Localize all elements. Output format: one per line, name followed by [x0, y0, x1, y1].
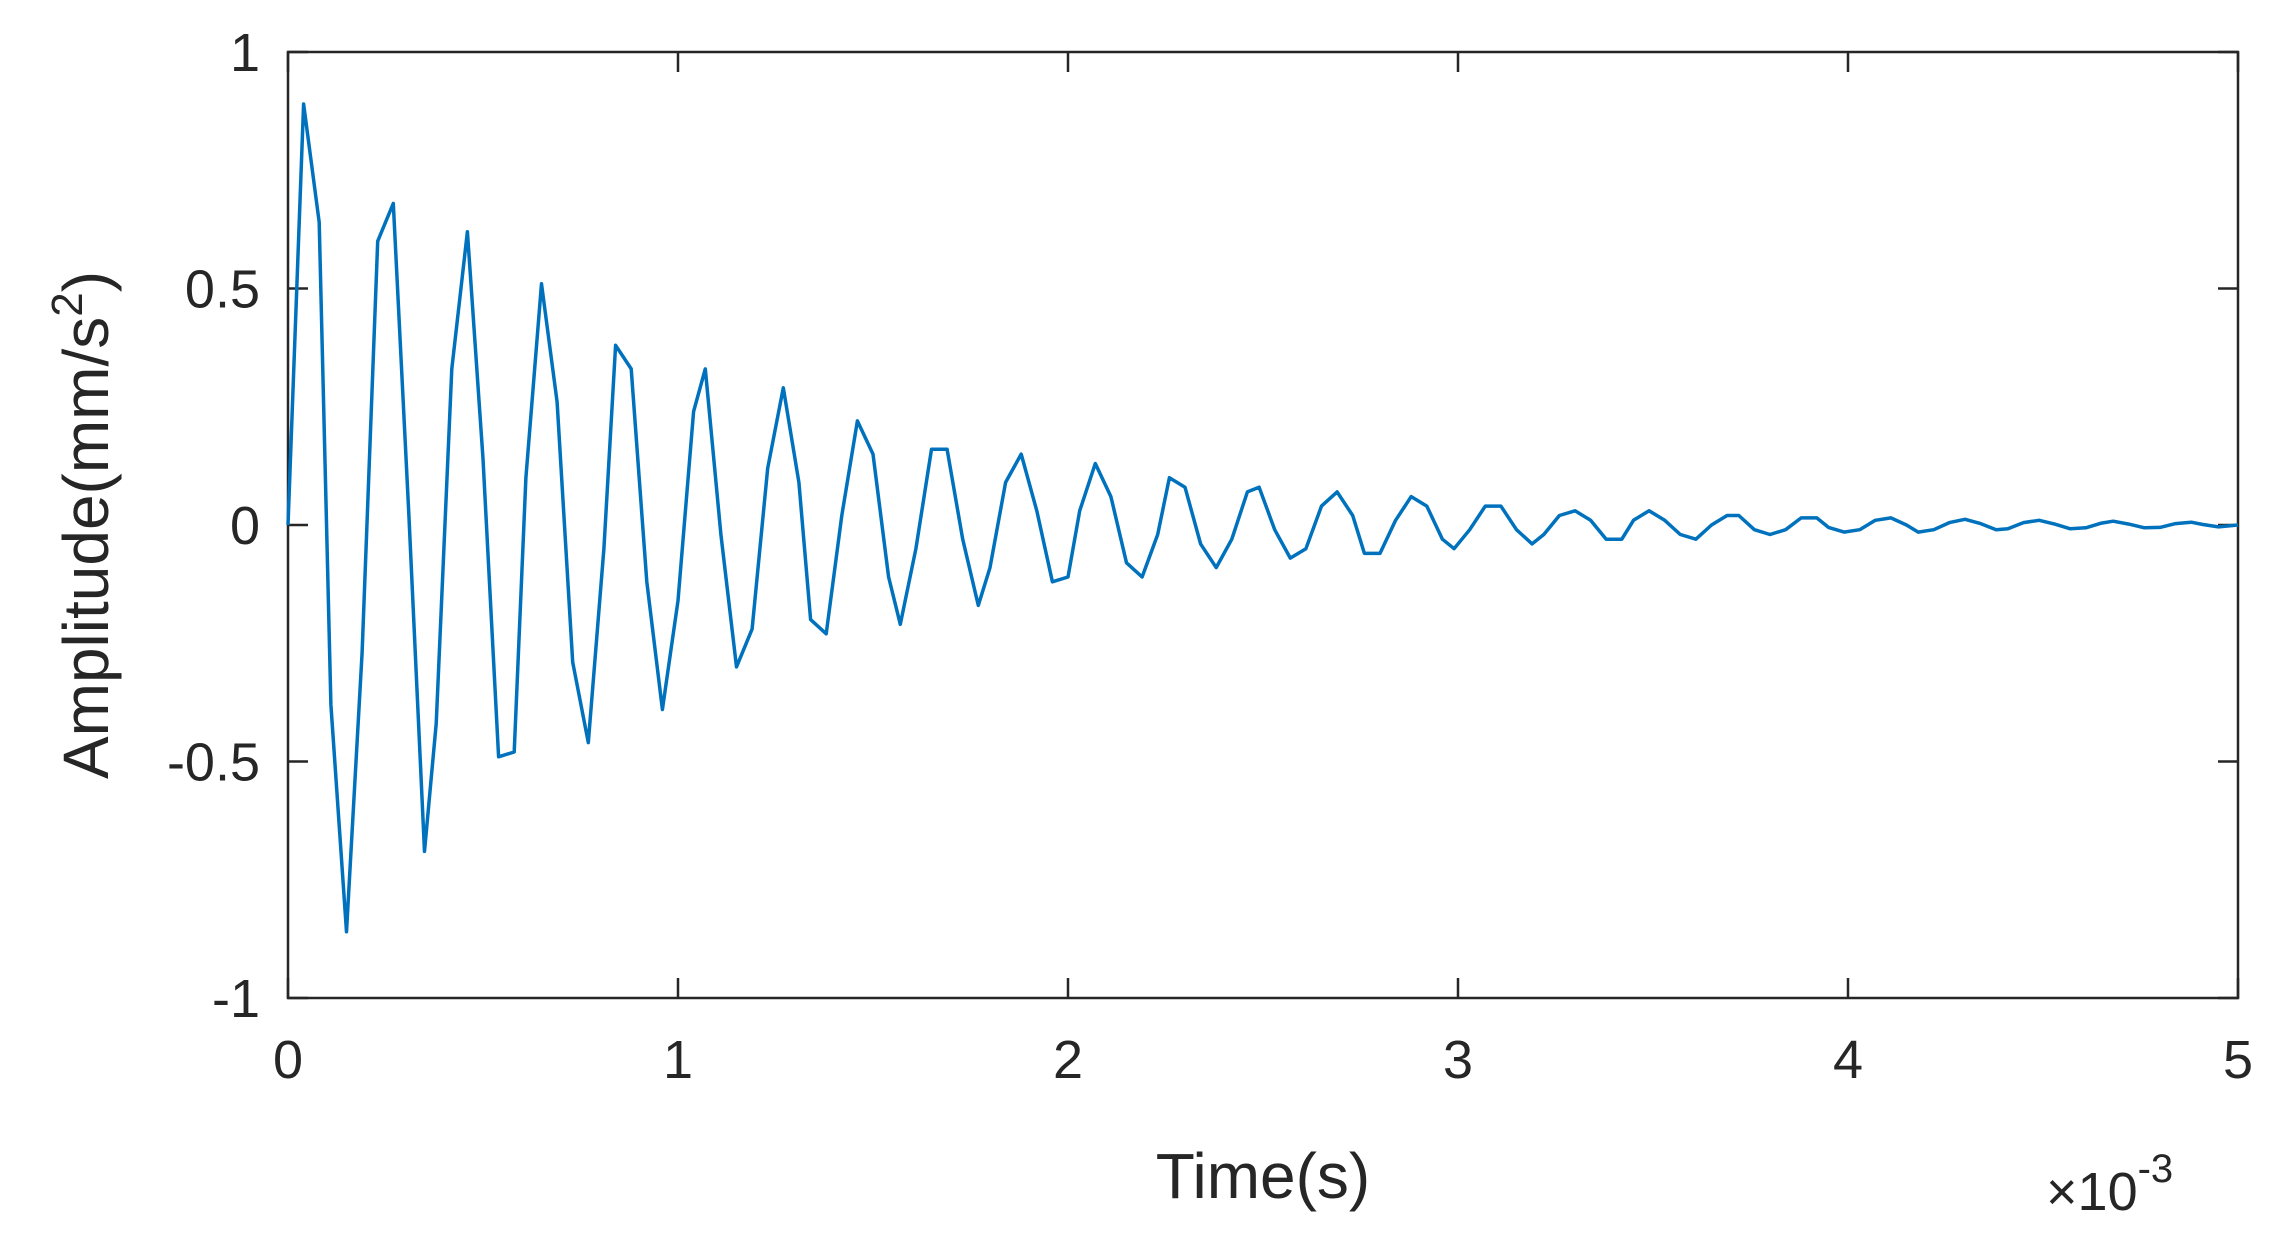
y-axis-title-suffix: ) — [50, 271, 122, 292]
plot-area-box — [286, 50, 2240, 1000]
x-tick-label: 0 — [273, 1030, 303, 1090]
y-axis-title-superscript: 2 — [43, 292, 92, 316]
x-tick-label: 2 — [1053, 1030, 1083, 1090]
x-axis-exponent-base: ×10 — [2046, 1162, 2138, 1222]
y-tick-label: -1 — [212, 969, 260, 1029]
y-tick-label: -0.5 — [167, 733, 260, 793]
axis-tick-labels: 0 1 2 3 4 5 -1 -0.5 0 0.5 1 — [167, 23, 2253, 1090]
series-line — [286, 102, 2239, 934]
y-tick-label: 0 — [230, 496, 260, 556]
y-tick-label: 1 — [230, 23, 260, 83]
y-axis-title: Amplitude(mm/s2) — [43, 271, 122, 779]
x-axis-exponent-power: -3 — [2138, 1147, 2174, 1191]
x-tick-label: 1 — [663, 1030, 693, 1090]
y-tick-label: 0.5 — [185, 260, 260, 320]
x-tick-label: 4 — [1833, 1030, 1863, 1090]
x-tick-label: 5 — [2223, 1030, 2253, 1090]
x-axis-exponent: ×10-3 — [2046, 1147, 2173, 1222]
y-axis-title-main: Amplitude(mm/s — [50, 317, 122, 779]
x-tick-label: 3 — [1443, 1030, 1473, 1090]
x-axis-title: Time(s) — [1156, 1140, 1370, 1212]
